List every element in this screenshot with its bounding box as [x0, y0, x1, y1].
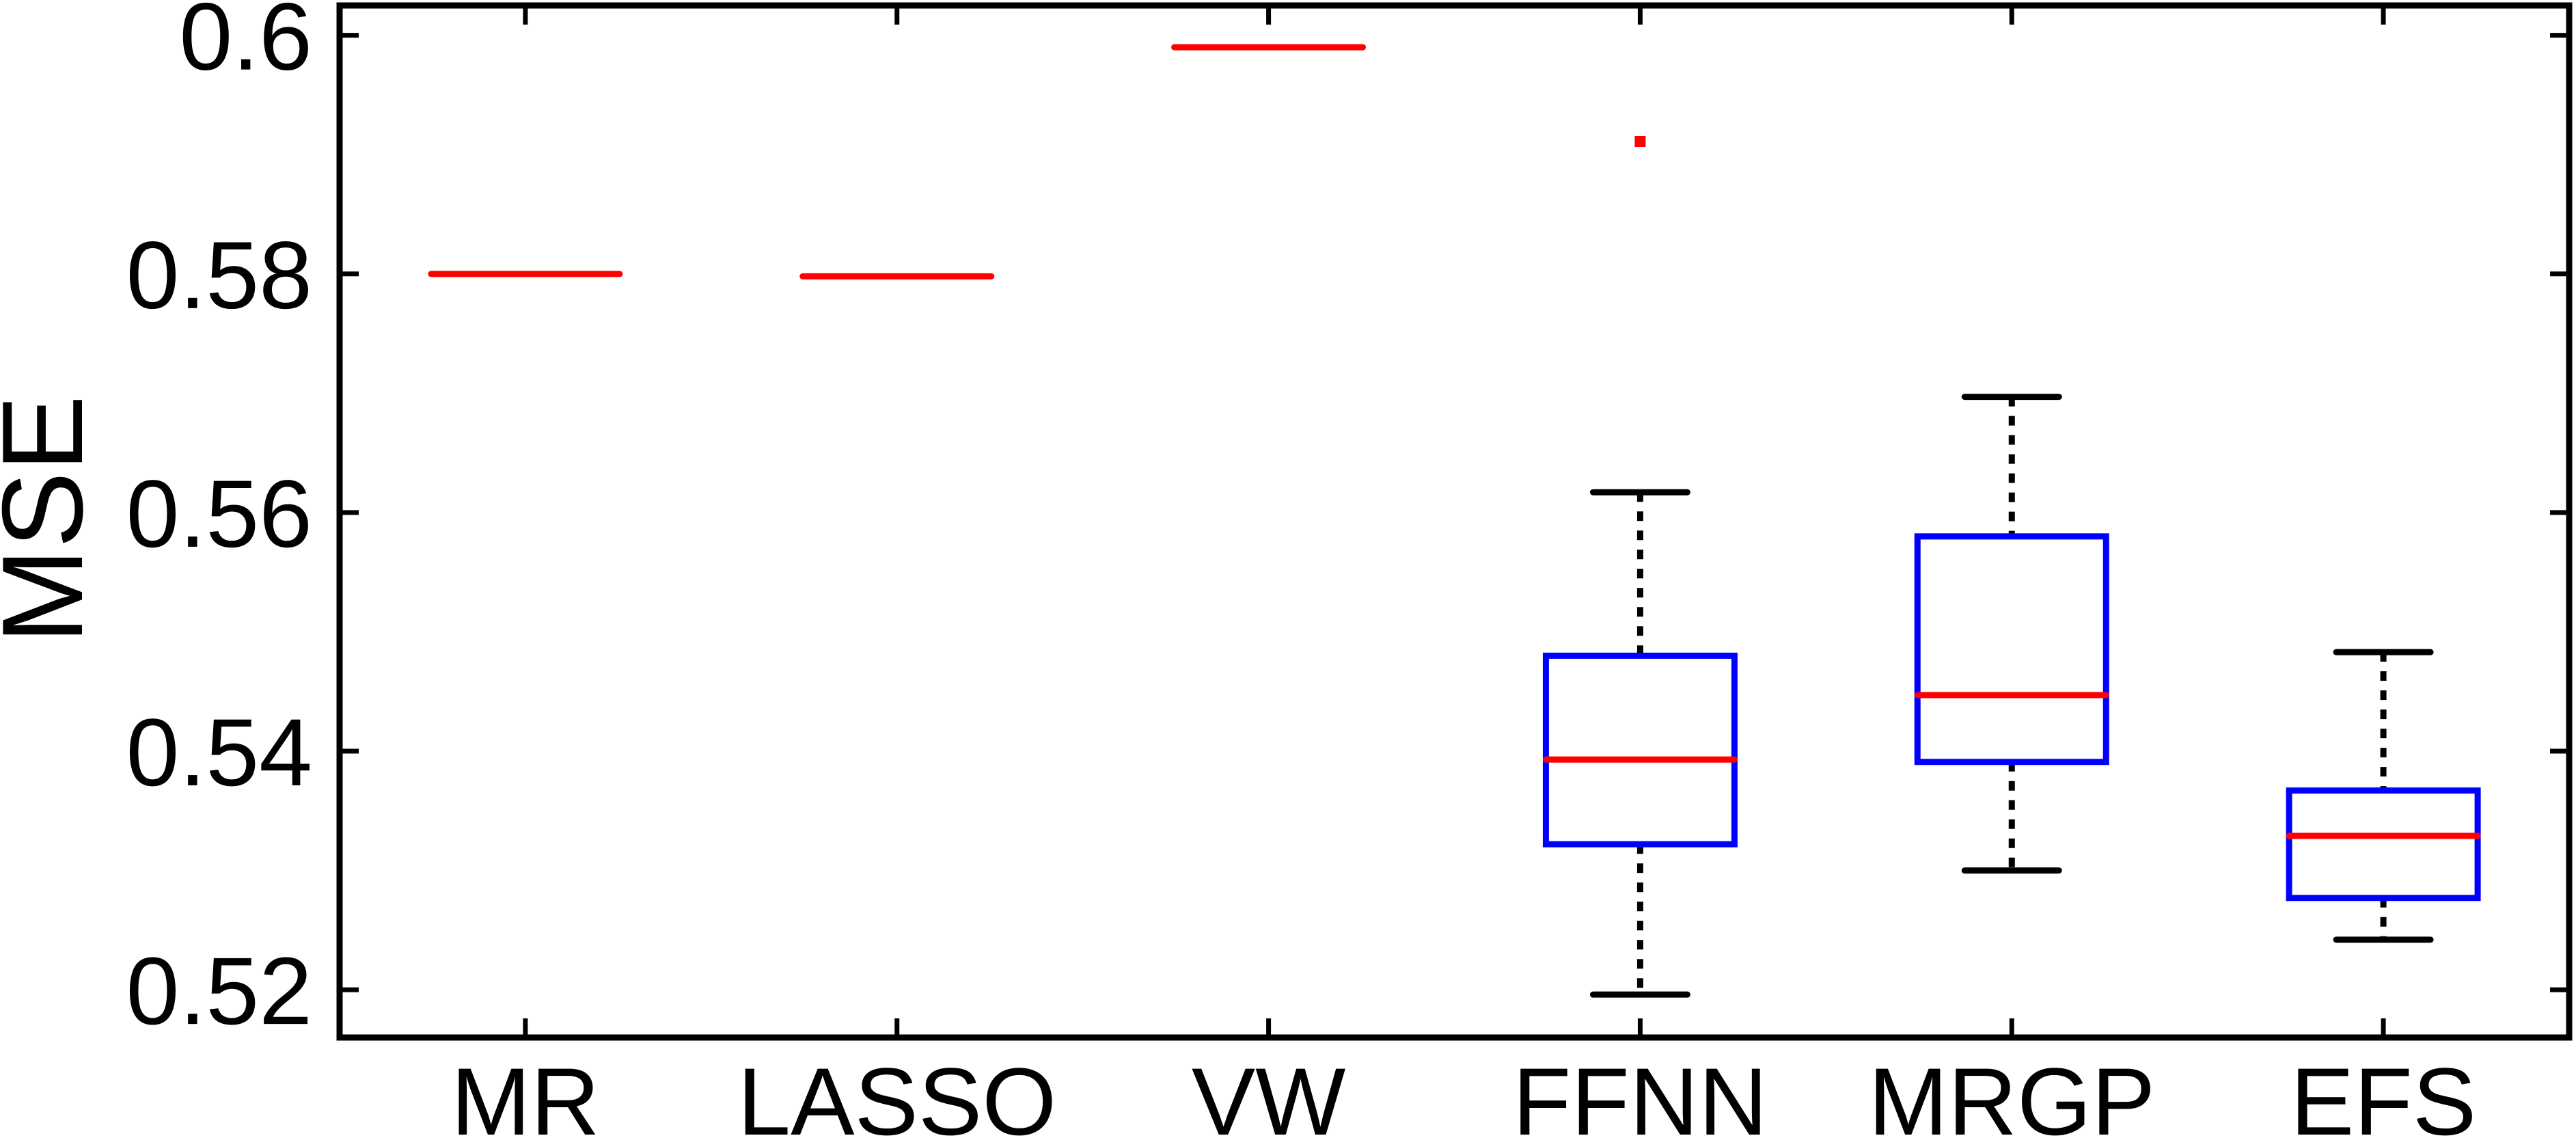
x-tick-label: LASSO — [737, 1048, 1056, 1138]
x-tick-label: MRGP — [1868, 1048, 2155, 1138]
y-tick-label: 0.6 — [179, 0, 312, 90]
y-tick-label: 0.58 — [126, 221, 312, 329]
outlier-point — [1634, 136, 1646, 148]
x-tick-label: FFNN — [1513, 1048, 1768, 1138]
y-axis-label: MSE — [0, 395, 107, 644]
x-tick-labels: MR LASSO VW FFNN MRGP EFS — [451, 1048, 2476, 1138]
axis-ticks — [340, 5, 2569, 1038]
box-iqr — [2286, 787, 2481, 902]
x-tick-label: MR — [451, 1048, 600, 1138]
box-iqr — [1542, 652, 1738, 848]
y-tick-labels: 0.52 0.54 0.56 0.58 0.6 — [126, 0, 312, 1044]
plot-frame — [336, 2, 2573, 1041]
y-tick-label: 0.52 — [126, 937, 312, 1044]
box-iqr — [1914, 533, 2109, 766]
y-tick-label: 0.56 — [126, 460, 312, 567]
y-tick-label: 0.54 — [126, 699, 312, 806]
chart-marks — [428, 44, 2481, 998]
x-tick-label: VW — [1192, 1048, 1346, 1138]
x-tick-label: EFS — [2290, 1048, 2476, 1138]
